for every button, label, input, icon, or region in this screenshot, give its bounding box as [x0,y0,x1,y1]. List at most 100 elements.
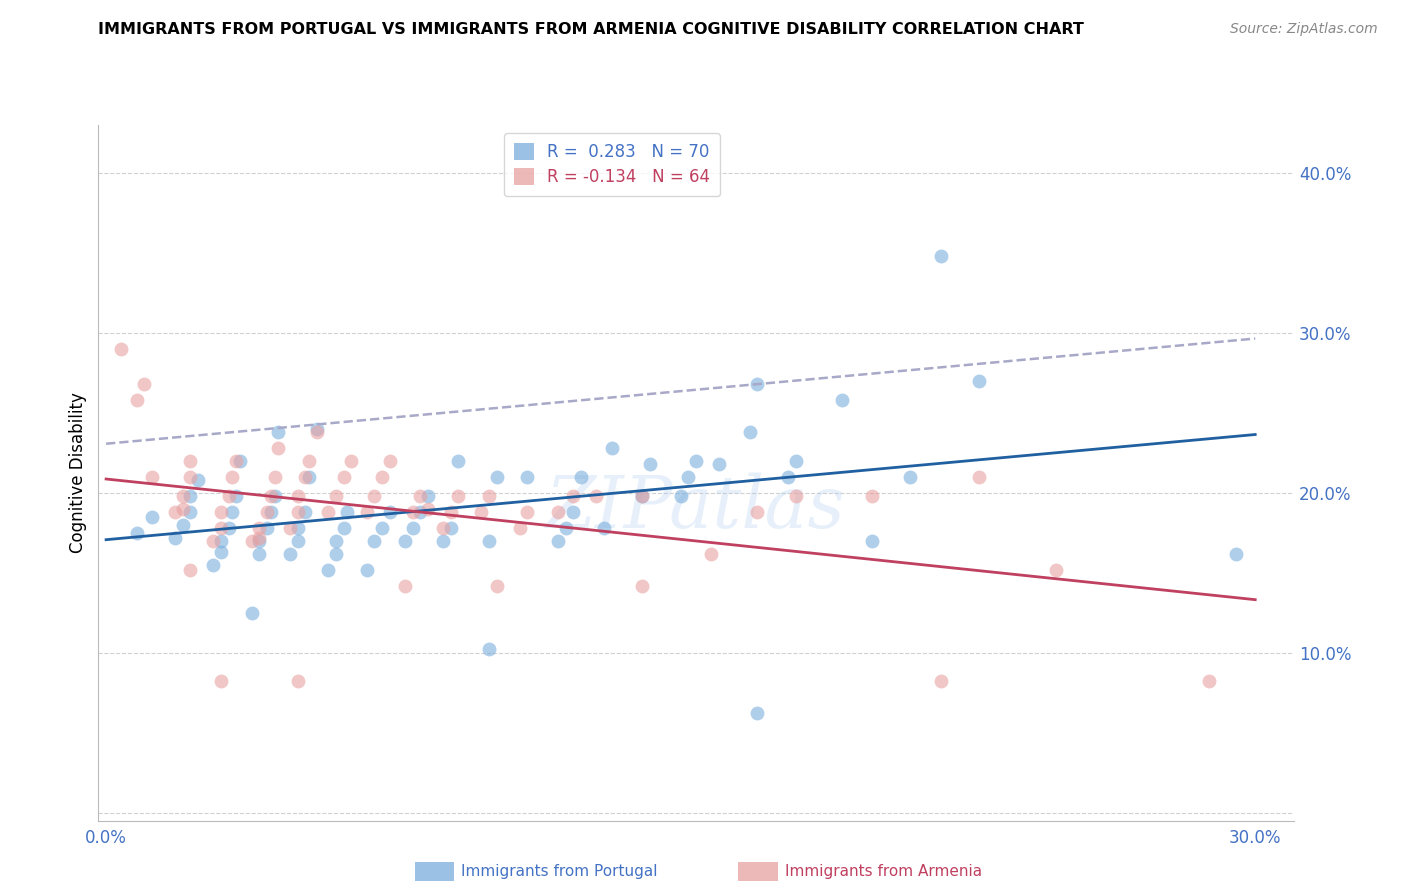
Text: Immigrants from Armenia: Immigrants from Armenia [785,864,981,879]
Point [631,489,654,503]
Point [378,505,401,519]
Point [221,505,243,519]
Point [929,249,952,263]
Point [631,578,654,592]
Point [179,505,201,519]
Point [900,469,922,483]
Point [256,521,278,535]
Point [336,505,359,519]
Point [440,505,463,519]
Point [340,454,363,468]
Point [287,521,309,535]
Point [287,505,309,519]
Point [325,533,347,548]
Point [356,562,378,576]
Point [547,505,569,519]
Point [600,441,623,455]
Point [218,489,240,503]
Point [225,454,247,468]
Point [209,521,232,535]
Point [125,392,148,407]
Point [316,505,339,519]
Point [860,533,883,548]
Point [305,422,328,436]
Point [593,521,616,535]
Point [747,706,769,721]
Point [229,454,252,468]
Point [470,505,492,519]
Point [240,533,263,548]
Point [416,489,439,503]
Point [432,521,454,535]
Point [485,469,508,483]
Point [263,489,285,503]
Point [247,531,270,545]
Point [163,531,186,545]
Point [585,489,607,503]
Point [332,521,354,535]
Point [478,489,501,503]
Point [110,342,132,356]
Point [378,454,401,468]
Point [547,533,569,548]
Point [278,521,301,535]
Point [747,505,769,519]
Point [202,558,225,572]
Point [179,469,201,483]
Point [371,469,394,483]
Point [179,562,201,576]
Point [363,489,385,503]
Point [172,517,194,532]
Point [409,505,432,519]
Y-axis label: Cognitive Disability: Cognitive Disability [69,392,87,553]
Point [267,425,290,439]
Point [267,441,290,455]
Point [678,469,700,483]
Point [278,547,301,561]
Point [134,376,156,391]
Point [172,489,194,503]
Point [776,469,799,483]
Point [785,489,807,503]
Point [225,489,247,503]
Point [209,505,232,519]
Point [187,473,209,487]
Legend: R =  0.283   N = 70, R = -0.134   N = 64: R = 0.283 N = 70, R = -0.134 N = 64 [505,133,720,196]
Point [409,489,432,503]
Point [562,505,585,519]
Point [554,521,576,535]
Point [785,454,807,468]
Point [669,489,692,503]
Point [179,454,201,468]
Point [1045,562,1067,576]
Point [1225,547,1247,561]
Point [478,533,501,548]
Point [125,525,148,540]
Point [209,674,232,689]
Point [969,469,991,483]
Point [287,674,309,689]
Point [298,469,321,483]
Point [247,521,270,535]
Point [509,521,531,535]
Point [260,489,283,503]
Point [371,521,394,535]
Point [394,533,416,548]
Point [256,505,278,519]
Point [447,489,470,503]
Point [638,457,661,471]
Point [747,376,769,391]
Point [294,469,316,483]
Text: Source: ZipAtlas.com: Source: ZipAtlas.com [1230,22,1378,37]
Point [562,489,585,503]
Point [305,425,328,439]
Point [294,505,316,519]
Point [447,454,470,468]
Text: IMMIGRANTS FROM PORTUGAL VS IMMIGRANTS FROM ARMENIA COGNITIVE DISABILITY CORRELA: IMMIGRANTS FROM PORTUGAL VS IMMIGRANTS F… [98,22,1084,37]
Point [631,489,654,503]
Point [179,489,201,503]
Point [218,521,240,535]
Point [569,469,592,483]
Point [707,457,730,471]
Point [263,469,285,483]
